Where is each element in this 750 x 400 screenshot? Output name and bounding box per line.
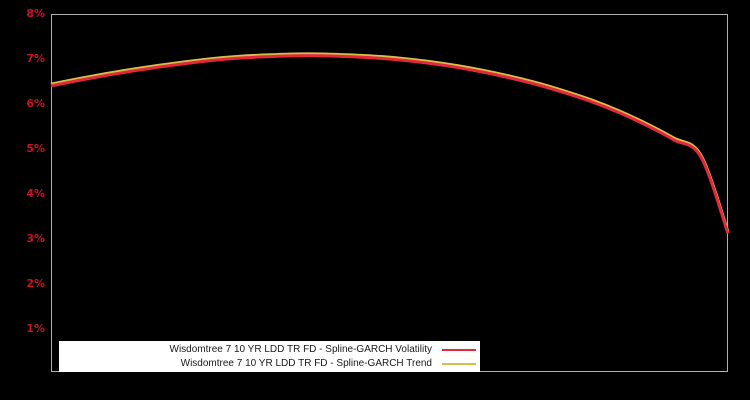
y-axis-tick-label: 2% — [26, 277, 45, 290]
y-axis-tick-label: 3% — [26, 232, 45, 245]
legend-color-swatch — [442, 348, 476, 351]
y-axis-tick-label: 5% — [26, 142, 45, 155]
legend-item: Wisdomtree 7 10 YR LDD TR FD - Spline-GA… — [59, 357, 480, 371]
legend-item-label: Wisdomtree 7 10 YR LDD TR FD - Spline-GA… — [180, 357, 432, 369]
y-axis-tick-label: 7% — [26, 52, 45, 65]
legend-item-label: Wisdomtree 7 10 YR LDD TR FD - Spline-GA… — [169, 343, 433, 355]
chart-legend: Wisdomtree 7 10 YR LDD TR FD - Spline-GA… — [59, 341, 480, 372]
y-axis-tick-label: 1% — [26, 322, 45, 335]
y-axis-tick-label: 6% — [26, 97, 45, 110]
legend-item: Wisdomtree 7 10 YR LDD TR FD - Spline-GA… — [59, 343, 480, 357]
y-axis-tick-label: 4% — [26, 187, 45, 200]
y-axis-tick-label: 8% — [26, 7, 45, 20]
plot-area — [51, 14, 728, 372]
legend-color-swatch — [442, 362, 476, 365]
y-axis: 8% 7% 6% 5% 4% 3% 2% 1% — [0, 0, 45, 400]
